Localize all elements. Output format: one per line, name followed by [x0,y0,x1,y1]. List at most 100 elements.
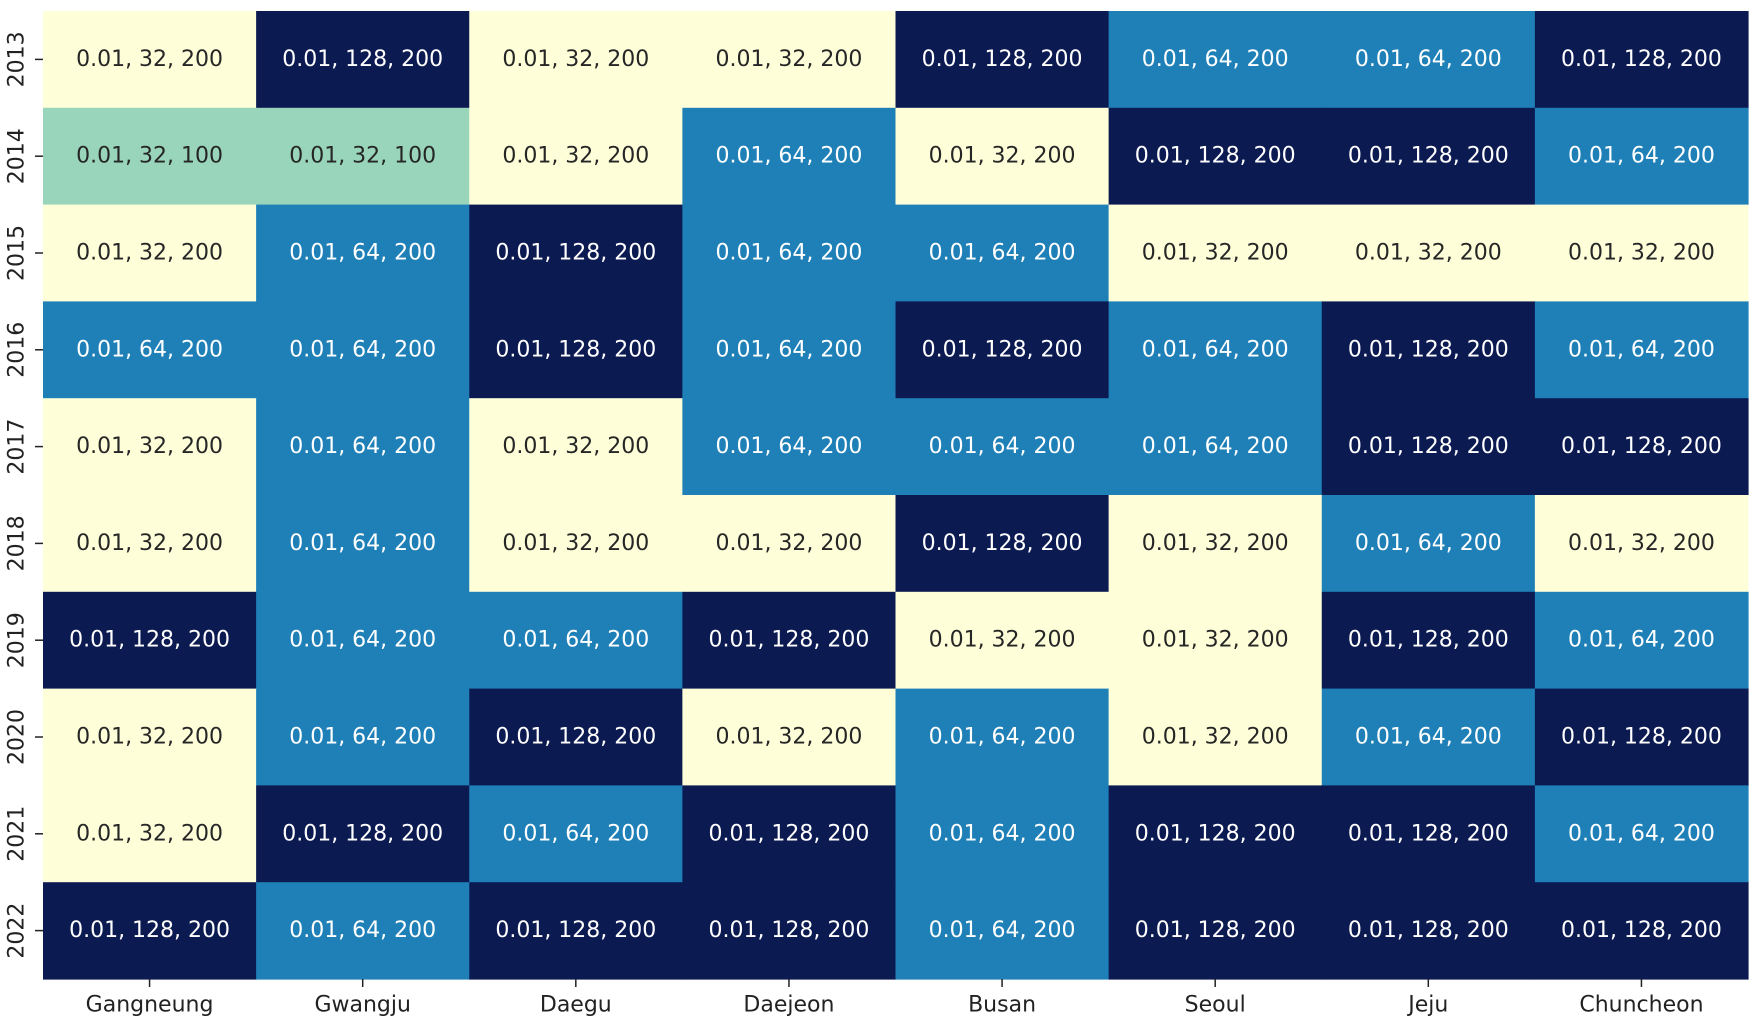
cell-value-label: 0.01, 32, 200 [1142,725,1289,750]
cell-value-label: 0.01, 128, 200 [922,337,1083,362]
heatmap-cell-2021-busan [895,785,1110,883]
cell-value-label: 0.01, 128, 200 [495,241,656,266]
cell-value-label: 0.01, 64, 200 [1568,628,1715,653]
y-tick-label: 2020 [5,709,30,765]
heatmap-cell-2013-daegu [469,11,683,109]
heatmap-cell-2021-jeju [1321,785,1536,883]
x-tick-label: Chuncheon [1579,993,1703,1018]
heatmap-cell-2019-jeju [1321,591,1536,690]
cell-value-label: 0.01, 128, 200 [1348,434,1509,459]
x-tick-label: Gangneung [86,993,214,1018]
cell-value-label: 0.01, 64, 200 [929,918,1076,943]
cell-value-label: 0.01, 64, 200 [715,434,862,459]
heatmap-cell-2016-jeju [1321,301,1536,399]
cell-value-label: 0.01, 32, 200 [715,725,862,750]
cell-value-label: 0.01, 128, 200 [1348,628,1509,653]
heatmap-cell-2022-jeju [1321,882,1536,980]
cell-value-label: 0.01, 32, 200 [76,725,223,750]
cell-value-label: 0.01, 128, 200 [1561,434,1722,459]
cell-value-label: 0.01, 128, 200 [495,337,656,362]
x-tick-label: Gwangju [314,993,411,1018]
cell-value-label: 0.01, 32, 200 [1568,241,1715,266]
heatmap-cell-2016-gwangju [256,301,470,399]
x-tick-label: Busan [968,993,1036,1018]
heatmap-cell-2017-gangneung [43,398,257,496]
heatmap-cell-2014-daegu [469,107,683,206]
heatmap-cell-2019-daegu [469,591,683,690]
heatmap-cell-2017-jeju [1321,398,1536,496]
heatmap-cell-2021-gwangju [256,785,470,883]
cell-value-label: 0.01, 64, 200 [1355,47,1502,72]
heatmap-cell-2019-gangneung [43,591,257,690]
heatmap-cell-2015-jeju [1321,204,1536,302]
cell-value-label: 0.01, 64, 200 [715,144,862,169]
heatmap-cell-2021-daegu [469,785,683,883]
cell-value-label: 0.01, 32, 200 [1568,531,1715,556]
heatmap-cell-2020-gwangju [256,688,470,786]
cell-value-label: 0.01, 32, 200 [929,628,1076,653]
y-tick-label: 2019 [5,612,30,668]
heatmap-cell-2013-gangneung [43,11,257,109]
heatmap-cell-2021-daejeon [682,785,897,883]
cell-value-label: 0.01, 128, 200 [1135,918,1296,943]
y-tick-label: 2013 [5,31,30,87]
cell-value-label: 0.01, 128, 200 [708,918,869,943]
cell-value-label: 0.01, 64, 200 [289,628,436,653]
heatmap-cell-2021-chuncheon [1534,785,1749,883]
cell-value-label: 0.01, 64, 200 [929,434,1076,459]
heatmap-cell-2013-seoul [1108,11,1323,109]
cell-value-label: 0.01, 64, 200 [289,725,436,750]
cell-value-label: 0.01, 32, 200 [1142,241,1289,266]
cell-value-label: 0.01, 64, 200 [929,725,1076,750]
heatmap-cells [43,11,1749,980]
cell-value-label: 0.01, 64, 200 [1142,337,1289,362]
cell-value-label: 0.01, 32, 200 [929,144,1076,169]
cell-value-label: 0.01, 128, 200 [708,821,869,846]
heatmap-cell-2018-seoul [1108,495,1323,593]
x-axis: Gangneung Gwangju Daegu Daejeon Busan Seoul Je… [86,979,1704,1018]
cell-value-label: 0.01, 64, 200 [715,241,862,266]
heatmap-cell-2017-busan [895,398,1110,496]
heatmap-cell-2013-chuncheon [1534,11,1749,109]
cell-value-label: 0.01, 64, 200 [76,337,223,362]
heatmap-cell-2018-gwangju [256,495,470,593]
heatmap-cell-2014-seoul [1108,107,1323,206]
y-tick-label: 2021 [5,806,30,862]
cell-value-label: 0.01, 128, 200 [708,628,869,653]
cell-value-label: 0.01, 128, 200 [922,47,1083,72]
cell-value-label: 0.01, 128, 200 [69,918,230,943]
cell-value-label: 0.01, 128, 200 [282,47,443,72]
cell-value-label: 0.01, 64, 200 [1355,531,1502,556]
cell-value-label: 0.01, 64, 200 [1142,47,1289,72]
heatmap-cell-2017-daejeon [682,398,897,496]
cell-value-label: 0.01, 128, 200 [1561,918,1722,943]
x-tick-label: Daejeon [743,993,834,1018]
heatmap-cell-2018-daegu [469,495,683,593]
x-tick-label: Daegu [540,993,612,1018]
y-tick-label: 2014 [5,128,30,184]
cell-value-label: 0.01, 64, 200 [1568,337,1715,362]
cell-value-label: 0.01, 64, 200 [929,821,1076,846]
cell-value-label: 0.01, 128, 200 [1561,47,1722,72]
heatmap-cell-2017-chuncheon [1534,398,1749,496]
cell-value-label: 0.01, 32, 200 [715,531,862,556]
heatmap-cell-2019-busan [895,591,1110,690]
cell-value-label: 0.01, 128, 200 [1348,144,1509,169]
cell-value-label: 0.01, 128, 200 [1348,821,1509,846]
cell-value-label: 0.01, 64, 200 [289,337,436,362]
heatmap-cell-2013-daejeon [682,11,897,109]
cell-value-label: 0.01, 32, 200 [502,144,649,169]
heatmap-cell-2020-chuncheon [1534,688,1749,786]
heatmap-cell-2021-seoul [1108,785,1323,883]
heatmap-cell-2015-daejeon [682,204,897,302]
heatmap-cell-2018-chuncheon [1534,495,1749,593]
cell-value-label: 0.01, 32, 200 [76,241,223,266]
heatmap-cell-2013-jeju [1321,11,1536,109]
heatmap-cell-2022-gwangju [256,882,470,980]
cell-value-label: 0.01, 32, 200 [76,821,223,846]
cell-value-label: 0.01, 128, 200 [282,821,443,846]
cell-value-label: 0.01, 32, 200 [1142,531,1289,556]
cell-value-label: 0.01, 32, 100 [76,144,223,169]
heatmap-cell-2018-gangneung [43,495,257,593]
